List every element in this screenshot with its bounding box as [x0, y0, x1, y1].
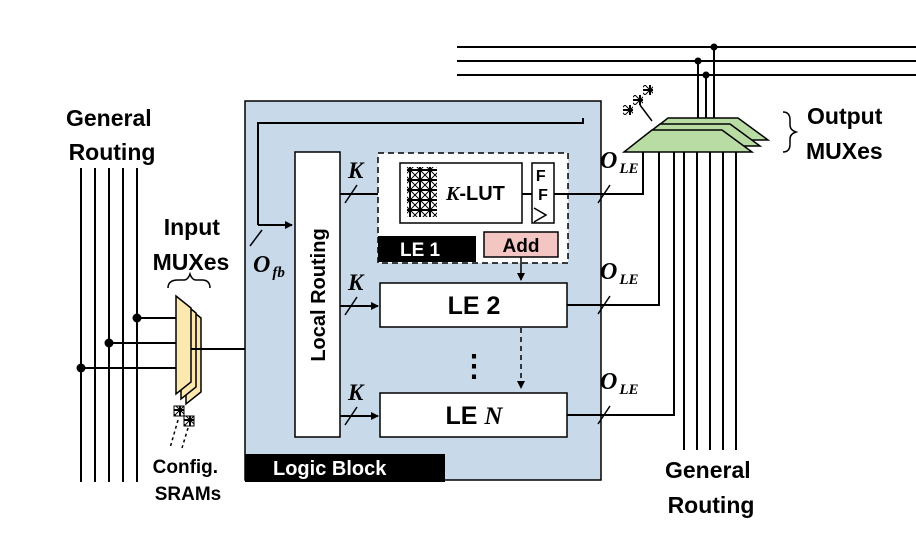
- len-block: [379, 392, 568, 438]
- le-ellipsis: ⋮: [459, 350, 489, 383]
- general-routing-right-label: General Routing: [665, 457, 757, 518]
- logic-block-tag: Logic Block: [273, 458, 387, 480]
- feedback-wire: [257, 118, 584, 225]
- k-bus-slashes: [344, 184, 358, 426]
- general-routing-left-wires: [80, 168, 138, 482]
- output-config-sram-icon: [623, 85, 653, 122]
- adder-label: Add: [503, 236, 540, 257]
- general-routing-left-label: General Routing: [66, 105, 158, 165]
- general-routing-top-wires: [457, 46, 916, 76]
- o-le-label-3: O LE: [600, 369, 639, 398]
- le1-tag-bg: [378, 236, 476, 262]
- output-muxes-label: Output MUXes: [806, 103, 889, 164]
- flip-flop-clock-icon: [533, 207, 548, 223]
- local-routing-label: Local Routing: [308, 228, 330, 361]
- local-routing-block: [294, 151, 341, 438]
- k-label-len: K: [347, 380, 365, 405]
- le2-block: [379, 282, 568, 328]
- output-mux-upward-wires: [697, 47, 715, 118]
- output-muxes-brace: [782, 111, 799, 153]
- input-config-sram-icon: [169, 405, 195, 449]
- lut-label: K-LUT: [445, 183, 505, 205]
- o-le-label-1: O LE: [600, 148, 639, 177]
- flip-flop-label: F F: [536, 168, 550, 204]
- input-muxes-label: Input MUXes: [153, 214, 230, 275]
- input-mux-taps: [76, 313, 176, 373]
- le1-tag: LE 1: [400, 240, 441, 261]
- le2-label: LE 2: [448, 292, 501, 320]
- k-label-le1: K: [347, 158, 365, 183]
- o-fb-bus-slash: [249, 229, 263, 247]
- lut-config-sram-icon: [407, 167, 437, 217]
- logic-block-tag-bg: [245, 454, 445, 482]
- config-srams-label: Config. SRAMs: [153, 457, 224, 505]
- le-output-wires: [554, 140, 675, 416]
- len-label: LE N: [446, 402, 504, 430]
- input-mux-stack: [175, 294, 202, 406]
- general-routing-right-wires: [683, 145, 737, 450]
- k-label-le2: K: [347, 270, 365, 295]
- o-le-label-2: O LE: [600, 259, 639, 288]
- input-muxes-brace: [167, 271, 211, 289]
- output-mux-stack: [621, 117, 771, 153]
- output-mux-junctions: [694, 43, 718, 79]
- o-le-bus-slashes: [597, 184, 611, 425]
- adder-block: [483, 231, 559, 258]
